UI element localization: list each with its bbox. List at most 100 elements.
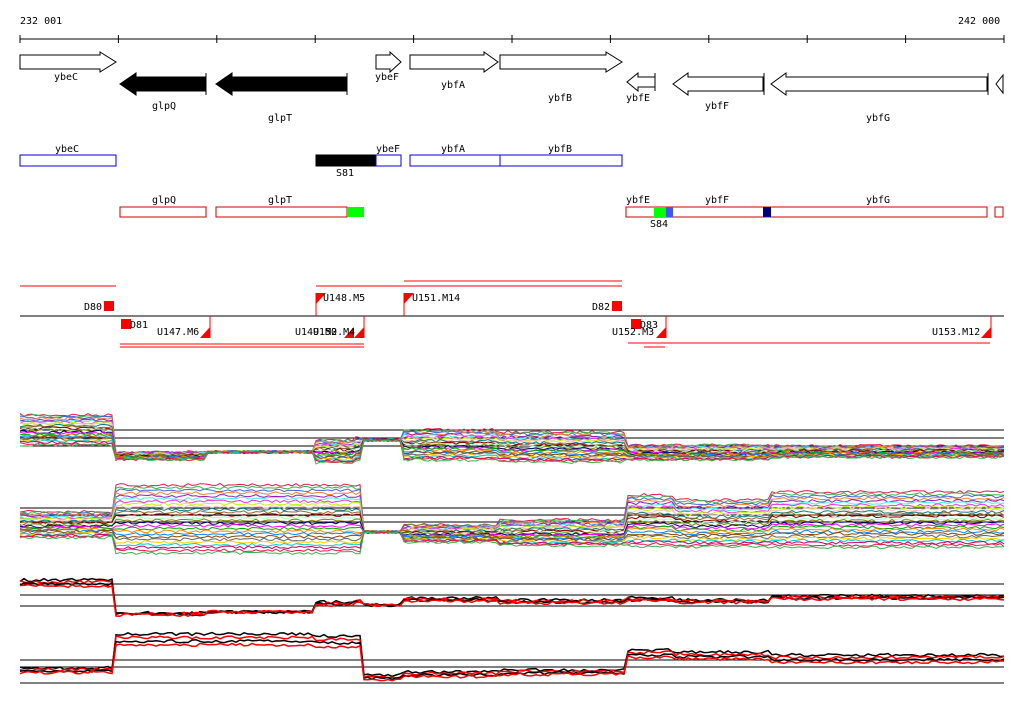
ruler-ticks [19, 35, 1005, 43]
red-label: ybfE [626, 195, 650, 206]
feature-label: D80 [84, 302, 102, 313]
blue-box-S81[interactable] [315, 154, 377, 167]
expression-plots [19, 413, 1005, 684]
feature-U151.M14[interactable] [404, 293, 414, 304]
red-label: ybfG [866, 195, 890, 206]
blue-label: ybfA [441, 144, 465, 155]
marker-label-S81: S81 [336, 168, 354, 179]
green-block-S84[interactable] [654, 207, 666, 217]
feature-D80[interactable] [104, 301, 114, 311]
feature-U153.M12[interactable] [981, 327, 991, 338]
profile-line [19, 642, 1005, 682]
feature-label: U152.M3 [612, 327, 654, 338]
gene-partial-right[interactable] [995, 73, 1004, 95]
profile-line [19, 530, 1005, 547]
red-box-partial[interactable] [994, 206, 1004, 218]
profile-line [19, 583, 1005, 618]
feature-label: U148.M5 [323, 293, 365, 304]
summary-panel-1 [19, 577, 1005, 618]
profile-line [19, 631, 1005, 678]
blue-label: ybfB [548, 144, 572, 155]
feature-U147.M6[interactable] [200, 327, 210, 338]
red-box-glpT[interactable] [215, 206, 348, 218]
feature-D83[interactable] [631, 319, 641, 329]
feature-label: U147.M6 [157, 327, 199, 338]
gene-label: ybfF [705, 101, 729, 112]
gene-ybfE[interactable] [626, 71, 656, 93]
feature-D82[interactable] [612, 301, 622, 311]
features-track: D80 D81 D82 D83 U147.M6 U148.M5 U149.M2 … [20, 280, 1004, 348]
coordinate-ruler: 232 001 242 000 [19, 16, 1005, 43]
gene-ybeF[interactable] [375, 50, 402, 74]
feature-label: U150.M4 [313, 327, 355, 338]
feature-label: D81 [130, 320, 148, 331]
profile-line [19, 499, 1005, 534]
blue-box-ybfB[interactable] [499, 154, 623, 167]
red-label: ybfF [705, 195, 729, 206]
red-box-ybfE-ybfG[interactable] [625, 206, 988, 218]
feature-label: U151.M14 [412, 293, 460, 304]
navy-block[interactable] [763, 207, 771, 217]
profile-line [19, 520, 1005, 537]
feature-U148.M5[interactable] [316, 293, 326, 304]
profile-line [19, 525, 1005, 539]
gene-glpQ[interactable] [119, 72, 207, 96]
red-box-glpQ[interactable] [119, 206, 207, 218]
gene-label: ybeC [54, 72, 78, 83]
profile-line [19, 512, 1005, 535]
profile-line [19, 530, 1005, 555]
green-block[interactable] [347, 207, 364, 217]
blue-box-ybeF[interactable] [375, 154, 402, 167]
feature-label: U153.M12 [932, 327, 980, 338]
gene-ybfF[interactable] [672, 72, 764, 96]
profile-line [19, 424, 1005, 458]
feature-U150.M4[interactable] [354, 327, 364, 338]
blue-annotation-track: ybeC ybeF S81 ybfA ybfB [19, 144, 623, 179]
blue-label: ybeC [55, 144, 79, 155]
profile-line [19, 493, 1005, 534]
gene-label: ybfG [866, 113, 890, 124]
gene-label: glpQ [152, 101, 176, 112]
profile-line [19, 422, 1005, 457]
red-annotation-track: glpQ glpT ybfE ybfF ybfG S84 [119, 195, 1004, 230]
multicolor-panel-2 [19, 482, 1005, 555]
feature-U152.M3[interactable] [656, 327, 666, 338]
gene-glpT[interactable] [215, 72, 348, 96]
gene-ybfA[interactable] [409, 51, 499, 73]
red-label: glpT [268, 195, 292, 206]
blue-block [666, 207, 673, 217]
gene-label: ybfB [548, 93, 572, 104]
profile-line [19, 635, 1005, 679]
gene-ybfG[interactable] [770, 72, 988, 96]
feature-U149.M2[interactable] [344, 327, 354, 338]
blue-box-ybfA[interactable] [409, 154, 501, 167]
summary-panel-2 [19, 631, 1005, 684]
gene-ybeC[interactable] [19, 51, 117, 73]
gene-ybfB[interactable] [499, 51, 623, 73]
profile-line [19, 485, 1005, 534]
profile-line [19, 433, 1005, 460]
feature-label: D82 [592, 302, 610, 313]
multicolor-panel-1 [19, 413, 1005, 465]
blue-box-ybeC[interactable] [19, 154, 117, 167]
gene-label: ybeF [375, 72, 399, 83]
feature-D81[interactable] [121, 319, 131, 329]
profile-line [19, 437, 1005, 465]
gene-label: ybfE [626, 93, 650, 104]
marker-label-S84: S84 [650, 219, 668, 230]
feature-label: D83 [640, 320, 658, 331]
profile-line [19, 529, 1005, 542]
profile-line [19, 518, 1005, 536]
feature-label: U149.M2 [295, 327, 337, 338]
profile-line [19, 515, 1005, 536]
profile-line [20, 528, 1005, 541]
red-label: glpQ [152, 195, 176, 206]
blue-label: ybeF [376, 144, 400, 155]
start-coordinate: 232 001 [20, 16, 62, 27]
profile-line [19, 530, 1005, 553]
end-coordinate: 242 000 [958, 16, 1000, 27]
profile-line [19, 581, 1005, 617]
profile-line [19, 507, 1005, 535]
profile-line [19, 488, 1005, 534]
